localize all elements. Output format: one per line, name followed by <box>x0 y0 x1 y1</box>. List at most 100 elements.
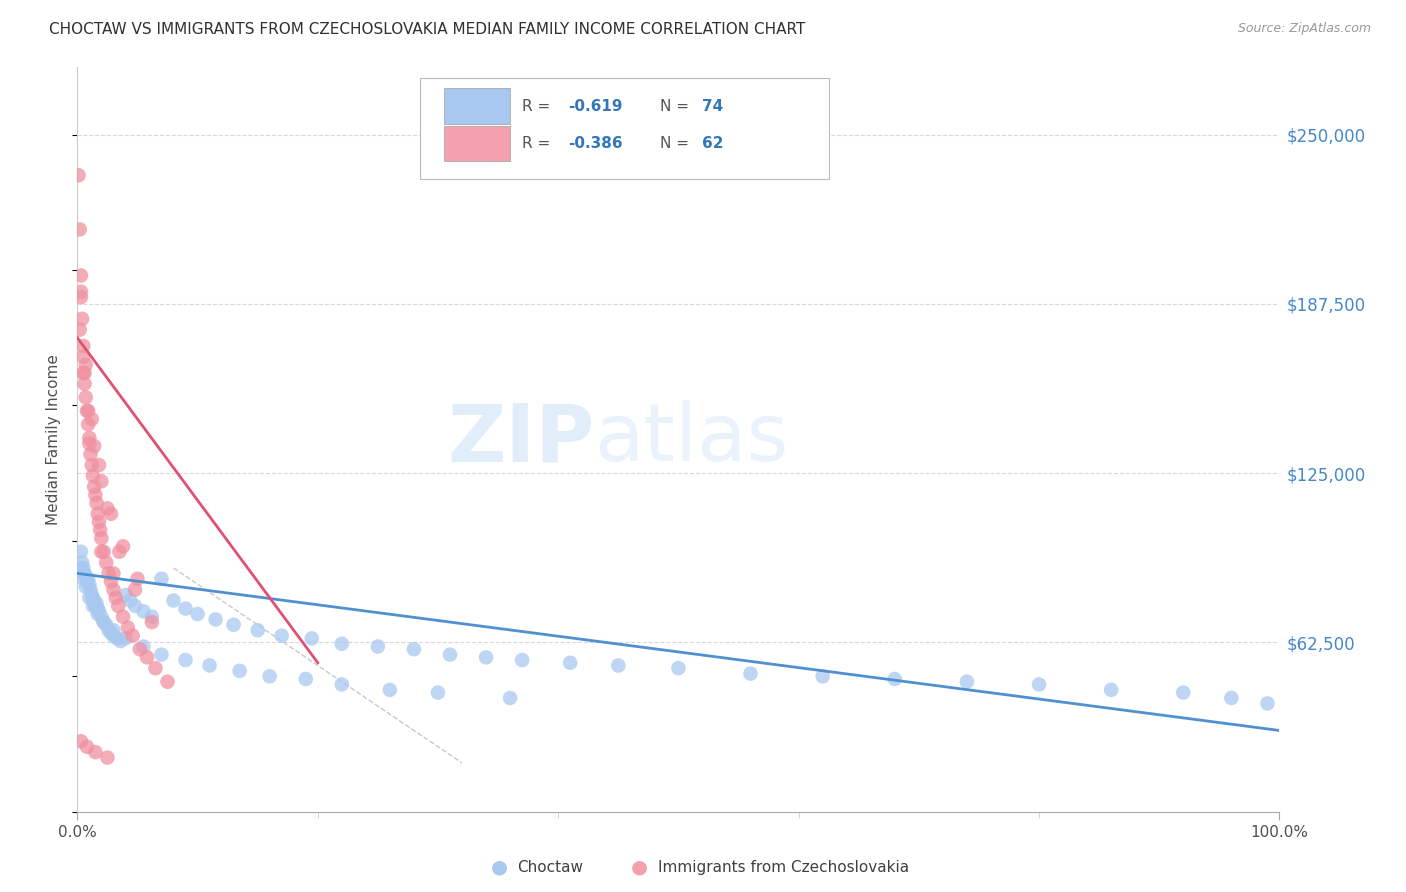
Point <box>69 222 91 236</box>
Point <box>86 596 108 610</box>
Point <box>84 745 107 759</box>
Point <box>150 572 173 586</box>
Point <box>80 458 103 472</box>
Point <box>127 572 149 586</box>
Point <box>75 390 97 404</box>
Point <box>124 599 146 613</box>
Point <box>93 615 115 629</box>
Point <box>96 617 118 632</box>
Point <box>87 604 110 618</box>
Text: ●: ● <box>491 857 508 877</box>
Point <box>82 468 104 483</box>
Point <box>72 339 94 353</box>
Point <box>93 545 115 559</box>
Point <box>301 632 323 646</box>
Text: Choctaw: Choctaw <box>517 860 583 874</box>
Point <box>72 561 94 575</box>
Point <box>246 624 269 638</box>
Point <box>100 574 122 589</box>
Text: 74: 74 <box>703 99 724 114</box>
Point <box>70 545 93 559</box>
Point <box>427 685 450 699</box>
Point <box>111 609 134 624</box>
Point <box>103 566 125 581</box>
Text: R =: R = <box>522 136 555 151</box>
FancyBboxPatch shape <box>444 88 510 124</box>
Text: R =: R = <box>522 99 555 114</box>
Point <box>97 624 120 638</box>
Point <box>107 599 129 613</box>
Point <box>883 672 905 686</box>
Point <box>104 591 127 605</box>
Point <box>111 539 134 553</box>
Point <box>162 593 184 607</box>
Point <box>73 376 96 391</box>
FancyBboxPatch shape <box>444 126 510 161</box>
Point <box>87 515 110 529</box>
Point <box>114 588 136 602</box>
Point <box>79 436 101 450</box>
Y-axis label: Median Family Income: Median Family Income <box>46 354 62 524</box>
Text: N =: N = <box>661 136 695 151</box>
Point <box>198 658 221 673</box>
Point <box>96 556 118 570</box>
Point <box>128 642 150 657</box>
Text: atlas: atlas <box>595 401 789 478</box>
Point <box>150 648 173 662</box>
Point <box>75 569 97 583</box>
Point <box>93 615 115 629</box>
Point <box>204 612 226 626</box>
Point <box>740 666 762 681</box>
Point <box>82 599 104 613</box>
Point <box>110 634 132 648</box>
Point <box>75 580 97 594</box>
Point <box>1028 677 1050 691</box>
Point <box>222 617 245 632</box>
Text: ●: ● <box>631 857 648 877</box>
Point <box>70 561 93 575</box>
Point <box>72 572 94 586</box>
Point <box>120 593 142 607</box>
Point <box>70 268 93 283</box>
Point <box>70 285 93 299</box>
Point <box>87 458 110 472</box>
Point <box>560 656 582 670</box>
Point <box>141 609 163 624</box>
Point <box>73 566 96 581</box>
Point <box>76 404 98 418</box>
Point <box>114 632 136 646</box>
Point <box>103 629 125 643</box>
Point <box>1256 697 1278 711</box>
Point <box>105 632 128 646</box>
Text: CHOCTAW VS IMMIGRANTS FROM CZECHOSLOVAKIA MEDIAN FAMILY INCOME CORRELATION CHART: CHOCTAW VS IMMIGRANTS FROM CZECHOSLOVAKI… <box>49 22 806 37</box>
Point <box>510 653 533 667</box>
Point <box>87 507 110 521</box>
Point <box>70 311 93 326</box>
Point <box>270 629 292 643</box>
Point <box>97 566 120 581</box>
Point <box>811 669 834 683</box>
Point <box>76 574 98 589</box>
Point <box>79 447 101 461</box>
Point <box>84 599 107 613</box>
Point <box>79 577 101 591</box>
Point <box>80 588 103 602</box>
Point <box>80 412 103 426</box>
Point <box>77 404 100 418</box>
Text: Source: ZipAtlas.com: Source: ZipAtlas.com <box>1237 22 1371 36</box>
Point <box>72 350 94 364</box>
Point <box>956 674 979 689</box>
Point <box>103 582 125 597</box>
Point <box>1220 690 1243 705</box>
Point <box>145 661 167 675</box>
Point <box>67 168 90 182</box>
Point <box>83 480 105 494</box>
Point <box>90 609 112 624</box>
Point <box>70 556 93 570</box>
Point <box>1173 685 1195 699</box>
Point <box>75 358 97 372</box>
Point <box>96 750 118 764</box>
Point <box>87 601 110 615</box>
Point <box>330 637 353 651</box>
Point <box>668 661 690 675</box>
